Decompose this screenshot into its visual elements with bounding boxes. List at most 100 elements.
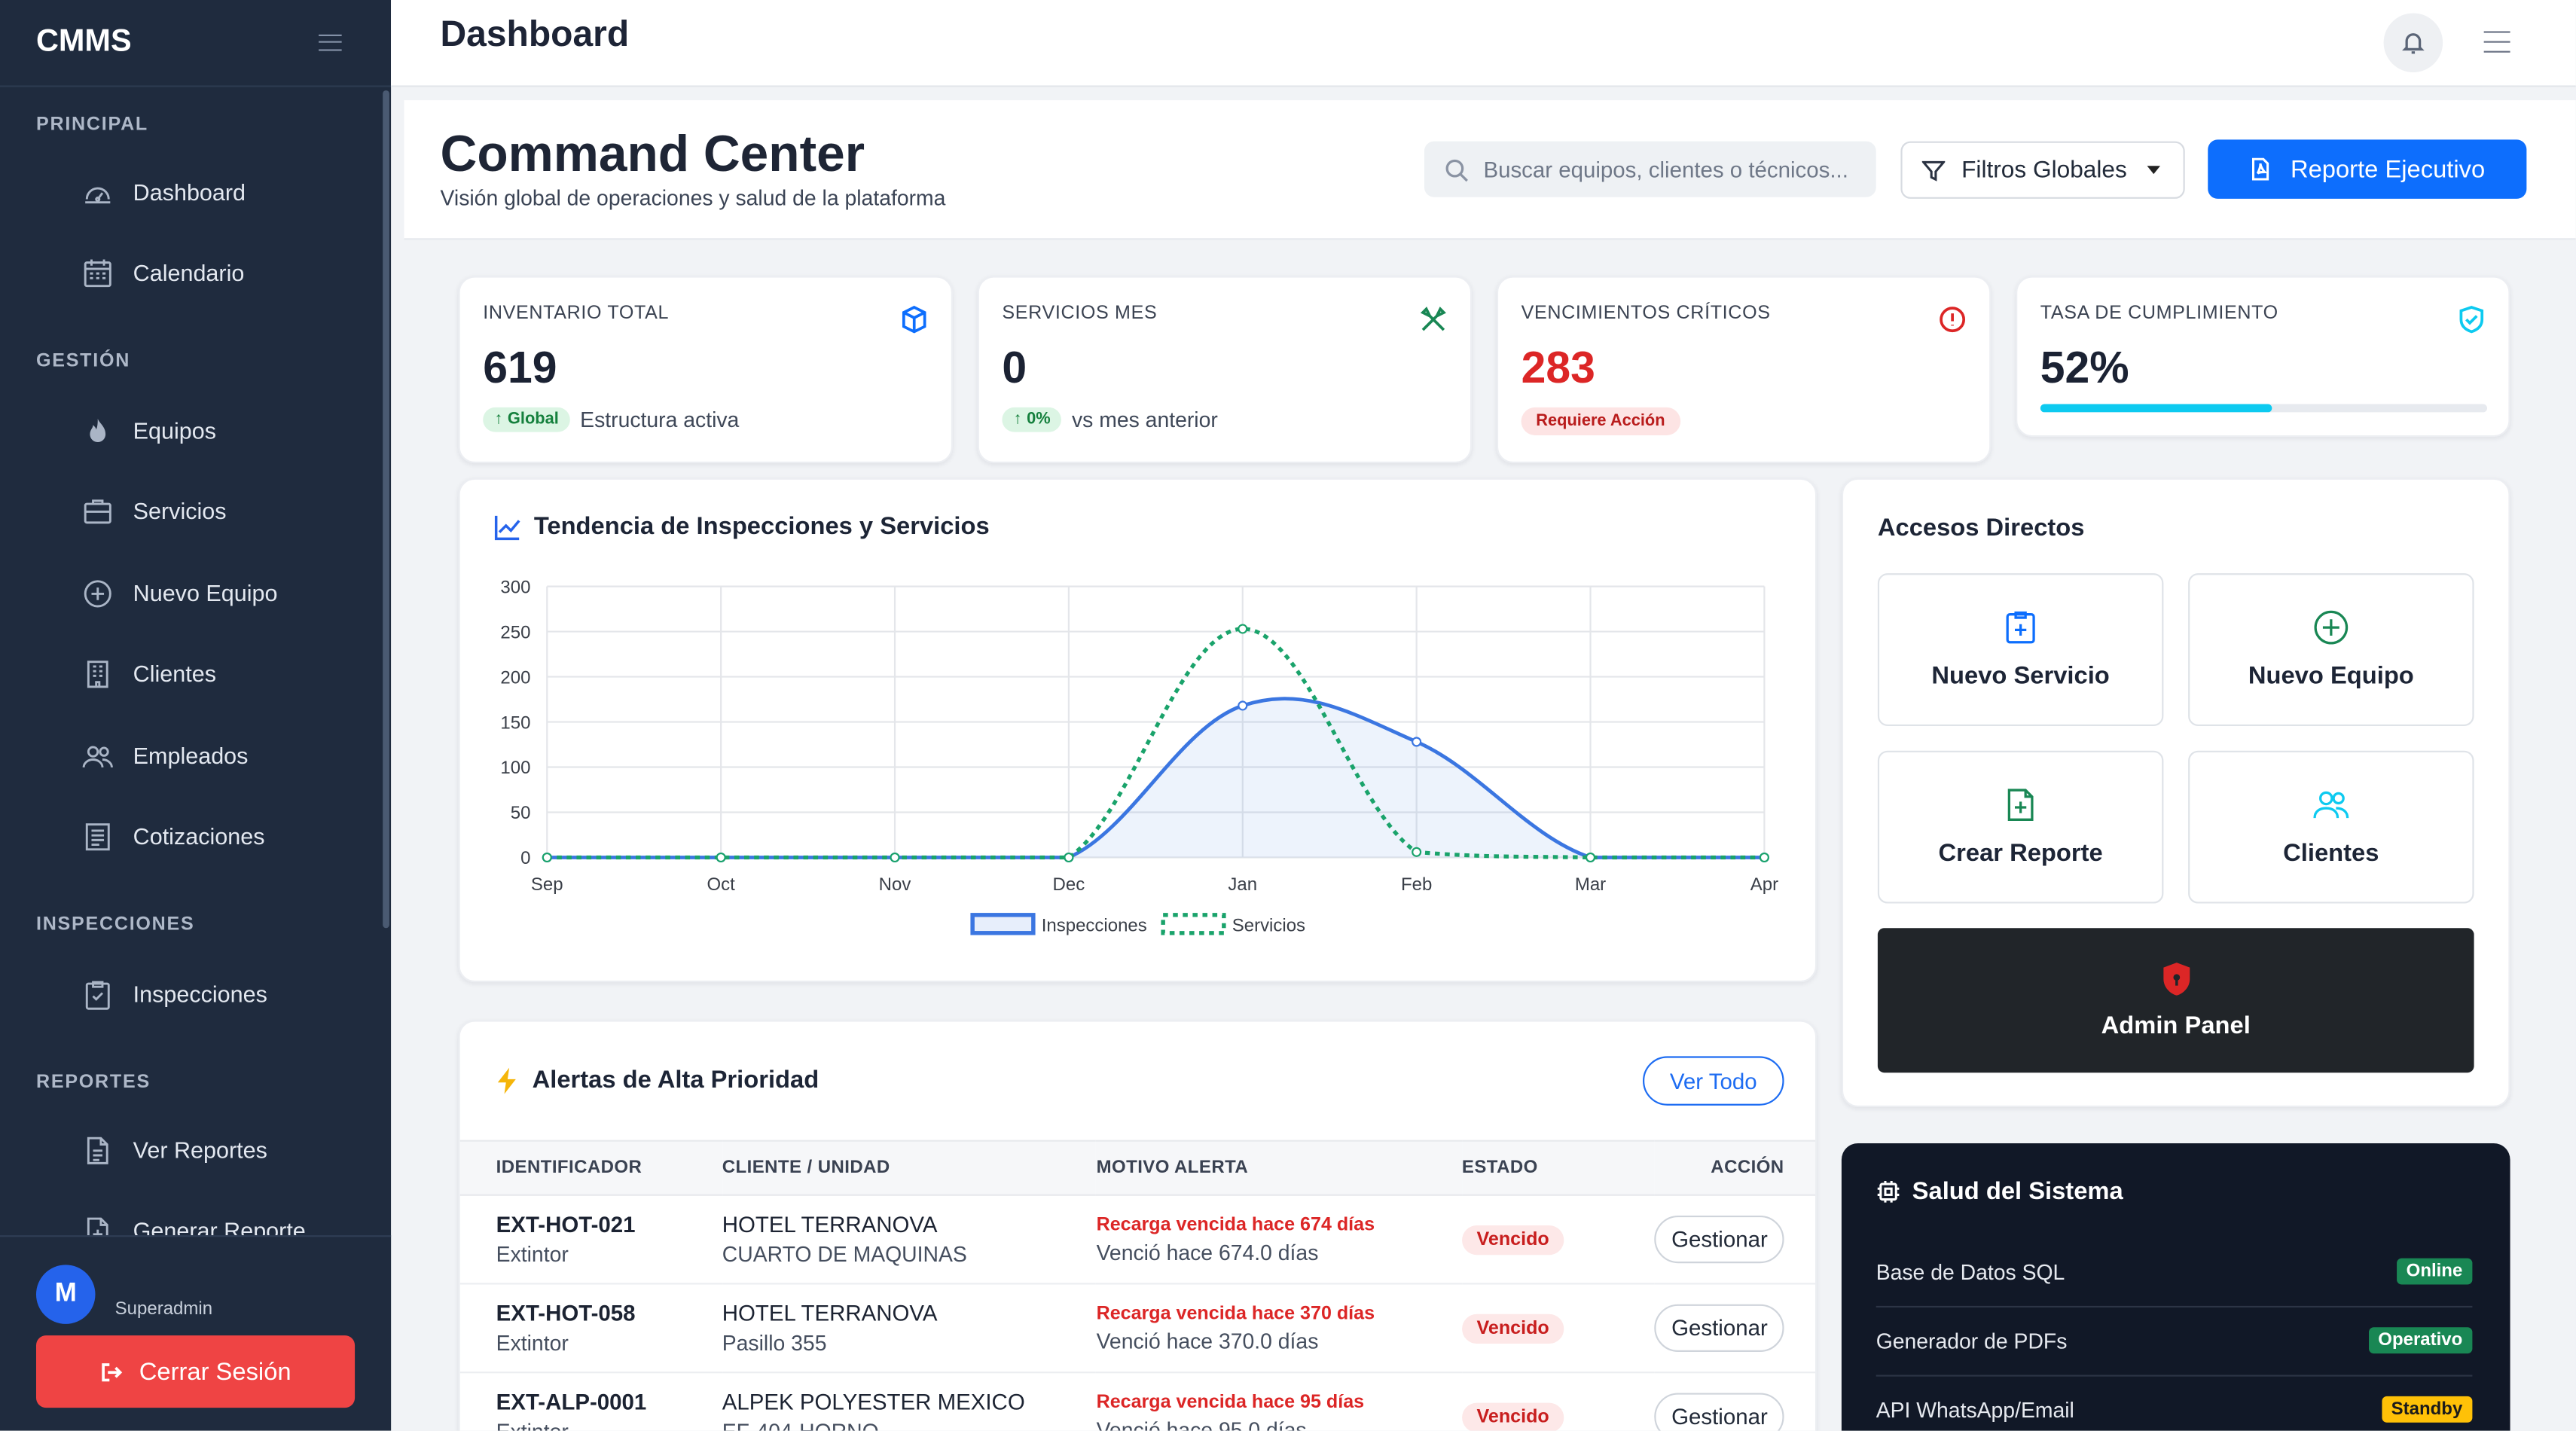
client-unit: EF-404-HORNO	[722, 1419, 1097, 1430]
executive-report-button[interactable]: Reporte Ejecutivo	[2208, 139, 2527, 199]
sidebar-item-label: Empleados	[133, 742, 249, 769]
badge-text: Global	[507, 410, 559, 429]
sidebar-item-empleados[interactable]: Empleados	[82, 736, 248, 775]
manage-button[interactable]: Gestionar	[1655, 1393, 1784, 1431]
quick-crear-reporte-button[interactable]: Crear Reporte	[1877, 750, 2164, 904]
series-line-0	[547, 697, 1765, 859]
x-tick-label: Jan	[1228, 874, 1257, 895]
calendar-icon	[84, 258, 111, 287]
table-row: EXT-HOT-021 Extintor HOTEL TERRANOVA CUART…	[459, 1195, 1816, 1284]
global-filters-dropdown[interactable]: Filtros Globales	[1900, 141, 2185, 199]
sidebar-item-equipos[interactable]: Equipos	[82, 410, 216, 450]
fire-icon	[90, 417, 106, 441]
manage-button[interactable]: Gestionar	[1655, 1304, 1784, 1352]
briefcase-icon	[84, 499, 111, 523]
status-badge: Online	[2396, 1258, 2473, 1285]
health-header: Salud del Sistema	[1876, 1178, 2123, 1206]
quick-clientes-button[interactable]: Clientes	[2188, 750, 2474, 904]
manage-button[interactable]: Gestionar	[1655, 1215, 1784, 1264]
y-tick-label: 0	[520, 848, 530, 868]
x-tick-label: Apr	[1750, 874, 1778, 895]
search-box[interactable]	[1424, 141, 1876, 197]
sidebar-item-servicios[interactable]: Servicios	[82, 491, 227, 530]
search-input[interactable]	[1483, 157, 1862, 182]
kpi-card-servicios: SERVICIOS MES 0 ↑ 0% vs mes anterior	[977, 276, 1473, 464]
command-header: Command Center Visión global de operacio…	[404, 100, 2576, 240]
clipboard-plus-icon	[2006, 611, 2035, 644]
health-row-database: Base de Datos SQL Online	[1876, 1258, 2473, 1285]
lightning-icon	[497, 1066, 516, 1094]
sidebar-item-inspecciones[interactable]: Inspecciones	[82, 974, 267, 1013]
plus-circle-icon	[84, 579, 111, 607]
alerts-table: IDENTIFICADOR CLIENTE / UNIDAD MOTIVO AL…	[459, 1140, 1816, 1431]
client-name: ALPEK POLYESTER MEXICO	[722, 1390, 1025, 1414]
people-icon	[2313, 791, 2349, 819]
sidebar-item-label: Calendario	[133, 259, 245, 286]
service-name: API WhatsApp/Email	[1876, 1396, 2074, 1422]
sidebar-item-label: Servicios	[133, 497, 227, 524]
sidebar-item-label: Clientes	[133, 660, 217, 687]
clipboard-check-icon	[85, 980, 110, 1009]
table-header-row: IDENTIFICADOR CLIENTE / UNIDAD MOTIVO AL…	[459, 1140, 1816, 1195]
tools-icon	[1420, 307, 1446, 331]
arrow-up-icon: ↑	[1013, 410, 1022, 429]
menu-icon[interactable]	[2483, 31, 2510, 53]
sidebar-item-label: Nuevo Equipo	[133, 579, 278, 606]
sidebar-item-clientes[interactable]: Clientes	[82, 654, 216, 693]
kpi-card-vencimientos: VENCIMIENTOS CRÍTICOS 283 Requiere Acció…	[1496, 276, 1992, 464]
shield-check-icon	[2459, 306, 2484, 334]
chart-title: Tendencia de Inspecciones y Servicios	[533, 512, 990, 541]
kpi-meta: ↑ Global Estructura activa	[483, 407, 739, 432]
divider	[1876, 1305, 2473, 1308]
file-text-icon	[87, 1136, 108, 1164]
col-header: IDENTIFICADOR	[496, 1158, 642, 1178]
equipment-id: EXT-HOT-021	[496, 1212, 636, 1237]
file-plus-icon	[2007, 789, 2034, 821]
quick-nuevo-servicio-button[interactable]: Nuevo Servicio	[1877, 573, 2164, 727]
client-unit: Pasillo 355	[722, 1330, 827, 1356]
sidebar-item-label: Ver Reportes	[133, 1137, 267, 1164]
sidebar-item-ver-reportes[interactable]: Ver Reportes	[82, 1130, 267, 1170]
status-badge: Vencido	[1461, 1314, 1564, 1344]
view-all-button[interactable]: Ver Todo	[1643, 1056, 1784, 1106]
report-label: Reporte Ejecutivo	[2290, 155, 2486, 184]
line-chart-icon	[494, 514, 520, 540]
notifications-button[interactable]	[2383, 13, 2443, 72]
compliance-progress-bar	[2040, 404, 2488, 413]
search-icon	[1445, 158, 1468, 182]
sidebar-toggle-icon[interactable]	[319, 34, 342, 51]
y-tick-label: 250	[500, 622, 530, 642]
sidebar-item-cotizaciones[interactable]: Cotizaciones	[82, 816, 264, 856]
equipment-id: EXT-ALP-0001	[496, 1390, 647, 1414]
health-row-api: API WhatsApp/Email Standby	[1876, 1396, 2473, 1423]
data-point	[890, 852, 900, 863]
building-icon	[87, 660, 108, 688]
avatar[interactable]: M	[35, 1265, 96, 1324]
y-tick-label: 50	[511, 803, 531, 823]
sidebar-item-dashboard[interactable]: Dashboard	[82, 172, 246, 212]
x-tick-label: Nov	[879, 874, 911, 895]
kpi-label: TASA DE CUMPLIMIENTO	[2040, 304, 2278, 324]
chart-header: Tendencia de Inspecciones y Servicios	[494, 512, 990, 541]
logout-button[interactable]: Cerrar Sesión	[35, 1335, 356, 1408]
kpi-value: 619	[483, 343, 557, 393]
bell-icon	[2402, 33, 2425, 54]
y-tick-label: 100	[500, 758, 530, 778]
sidebar-item-label: Cotizaciones	[133, 822, 265, 850]
admin-panel-button[interactable]: Admin Panel	[1877, 928, 2474, 1073]
sidebar-item-calendario[interactable]: Calendario	[82, 253, 244, 292]
x-tick-label: Feb	[1401, 874, 1432, 895]
sidebar-scrollbar[interactable]	[383, 90, 389, 929]
quick-nuevo-equipo-button[interactable]: Nuevo Equipo	[2188, 573, 2474, 727]
kpi-meta: Requiere Acción	[1521, 407, 1680, 435]
receipt-icon	[85, 822, 110, 850]
data-point	[1412, 847, 1422, 857]
kpi-meta-text: Estructura activa	[580, 407, 740, 432]
sidebar-item-nuevo-equipo[interactable]: Nuevo Equipo	[82, 573, 277, 612]
quick-label: Clientes	[2283, 839, 2379, 868]
data-point	[542, 852, 552, 863]
sidebar-item-label: Inspecciones	[133, 981, 267, 1007]
data-point	[1412, 737, 1422, 747]
action-badge: Requiere Acción	[1521, 407, 1680, 435]
equipment-type: Extintor	[496, 1241, 569, 1267]
